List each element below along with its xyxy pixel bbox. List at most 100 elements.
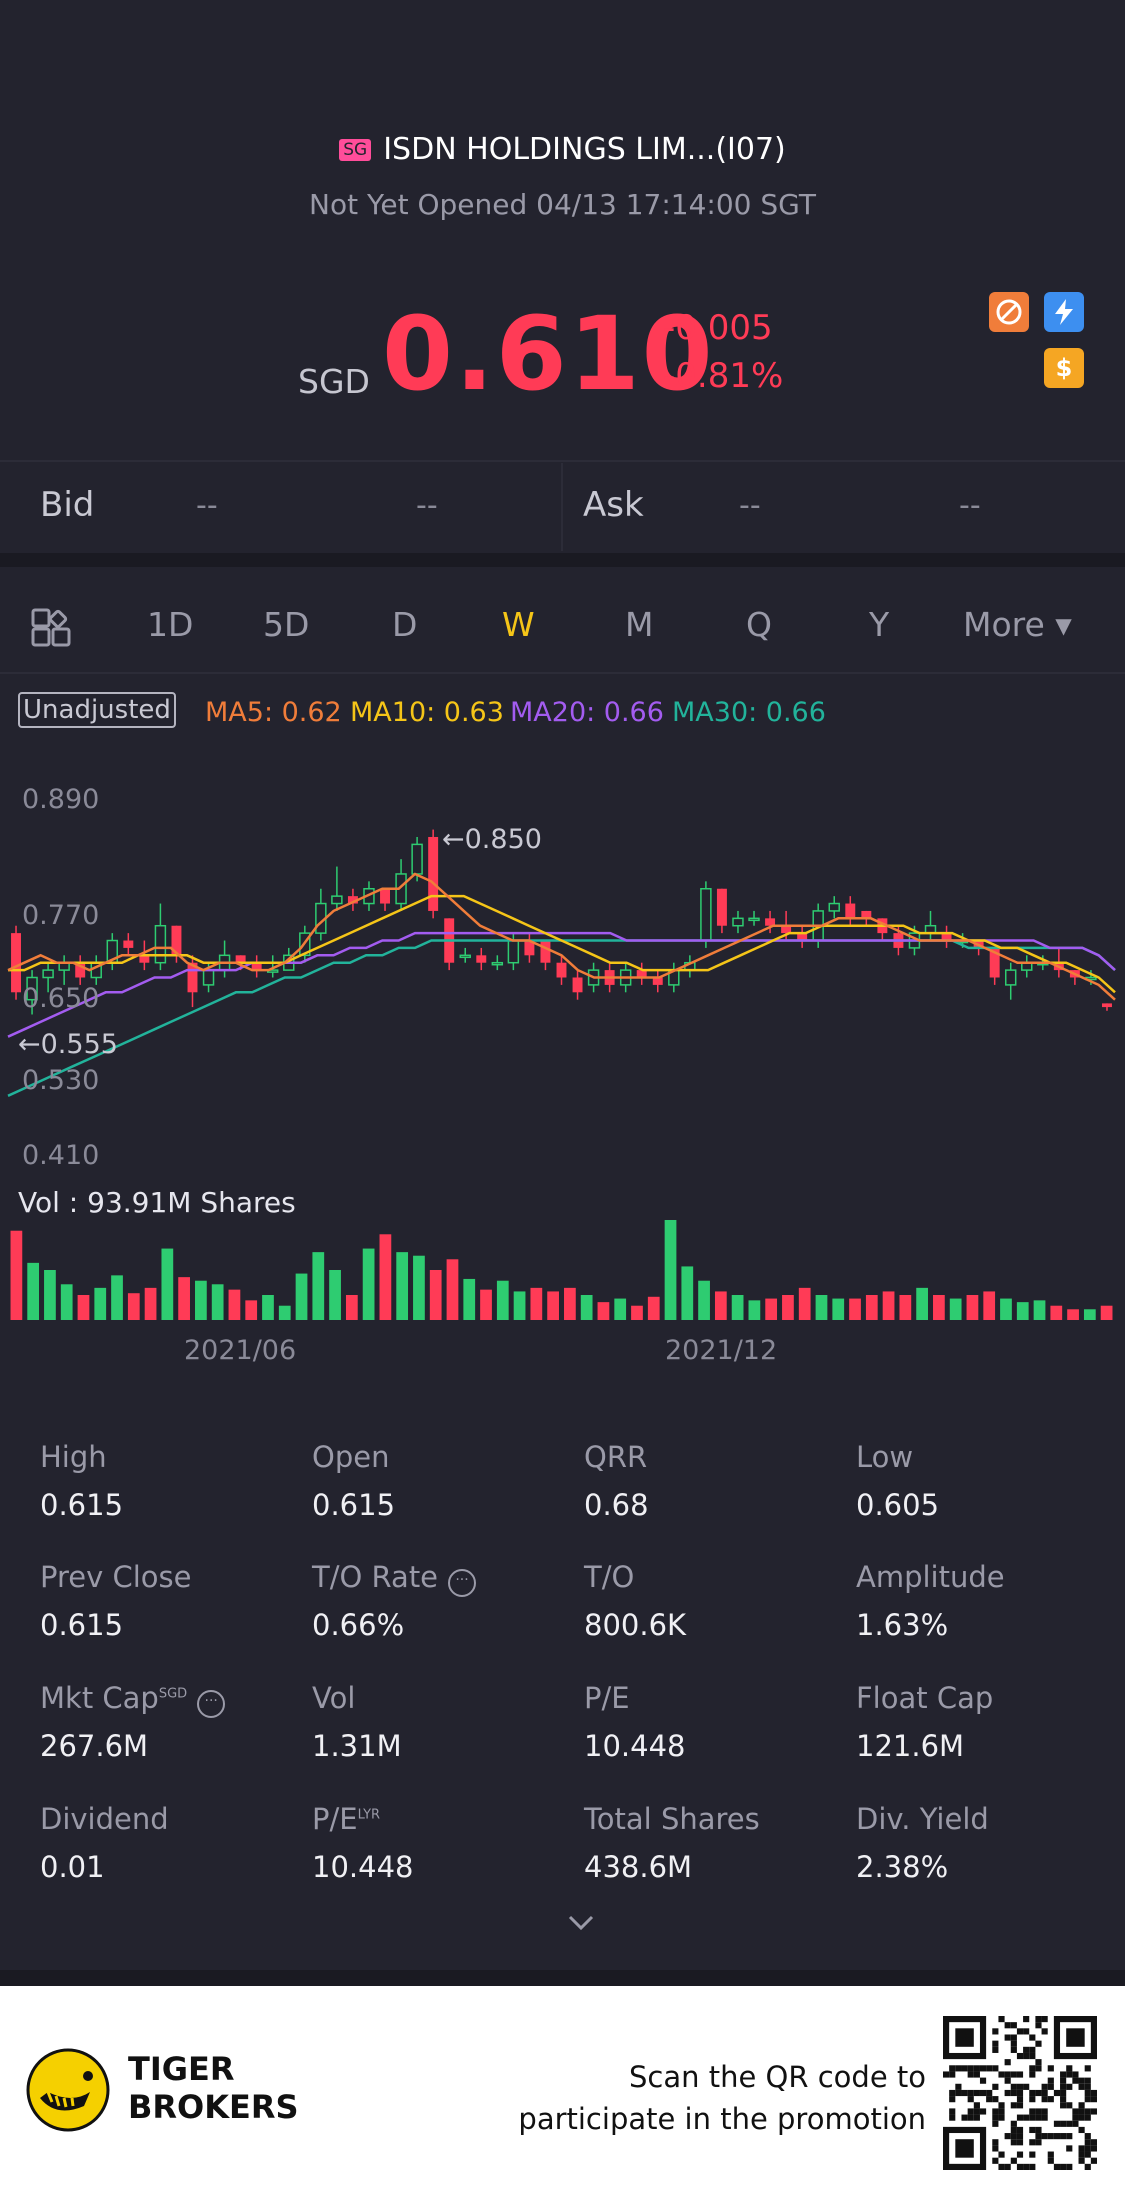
candle xyxy=(828,902,840,912)
chevron-down-icon[interactable] xyxy=(566,1913,596,1937)
tab-more[interactable]: More ▾ xyxy=(963,605,1072,644)
volume-chart[interactable] xyxy=(0,1215,1125,1320)
volume-label: Vol : 93.91M Shares xyxy=(18,1186,296,1219)
stat-value: 1.63% xyxy=(856,1608,949,1642)
candle xyxy=(1004,969,1017,986)
volume-bar xyxy=(413,1255,425,1320)
bid-price: -- xyxy=(196,488,218,523)
ma20-label: MA20: 0.66 xyxy=(510,697,664,728)
low-annotation: ←0.555 xyxy=(18,1029,118,1060)
stat-value: 0.605 xyxy=(856,1488,940,1522)
info-icon[interactable]: ··· xyxy=(448,1569,477,1597)
volume-bar xyxy=(396,1252,409,1320)
y-tick-label: 0.530 xyxy=(22,1065,100,1096)
stat-value: 0.01 xyxy=(40,1850,105,1884)
bid-ask-divider xyxy=(561,463,563,551)
tab-q[interactable]: Q xyxy=(746,605,772,644)
stat-value: 267.6M xyxy=(40,1729,149,1763)
price-change-pct: -0.81% xyxy=(663,356,784,396)
volume-bar xyxy=(446,1259,459,1320)
stat-unit: SGD xyxy=(158,1686,188,1702)
volume-bar xyxy=(161,1248,174,1320)
y-tick-label: 0.890 xyxy=(22,784,100,815)
candle xyxy=(572,977,583,993)
candle xyxy=(331,895,343,905)
volume-bar xyxy=(731,1295,744,1320)
candle xyxy=(861,910,872,919)
stat-value: 0.68 xyxy=(584,1488,649,1522)
volume-bar xyxy=(60,1284,73,1320)
divider xyxy=(0,672,1125,674)
tab-d[interactable]: D xyxy=(392,605,418,644)
tab-y[interactable]: Y xyxy=(869,605,890,644)
volume-bar xyxy=(1033,1300,1046,1320)
stat-value: 0.66% xyxy=(312,1608,405,1642)
candle xyxy=(652,977,663,985)
adjust-toggle[interactable]: Unadjusted xyxy=(18,692,176,728)
volume-bar xyxy=(597,1302,610,1320)
y-tick-label: 0.650 xyxy=(22,983,100,1014)
price-chart[interactable] xyxy=(0,770,1125,1190)
candle xyxy=(716,888,727,926)
chart-layout-icon[interactable] xyxy=(30,607,72,653)
qr-code xyxy=(943,2016,1097,2170)
stat-label: Open xyxy=(312,1440,390,1474)
volume-bar xyxy=(765,1298,778,1320)
volume-bar xyxy=(10,1230,23,1320)
candle xyxy=(11,933,21,993)
ask-label: Ask xyxy=(583,485,644,525)
volume-bar xyxy=(345,1295,358,1320)
tab-w[interactable]: W xyxy=(502,605,535,644)
volume-bar xyxy=(564,1287,576,1320)
section-gap xyxy=(0,1970,1125,1986)
stat-label: P/ELYR xyxy=(312,1802,381,1836)
volume-bar xyxy=(1016,1302,1029,1320)
volume-bar xyxy=(228,1289,241,1320)
candle xyxy=(476,955,487,963)
tab-5d[interactable]: 5D xyxy=(263,605,310,644)
volume-bar xyxy=(681,1266,694,1320)
volume-bar xyxy=(580,1295,593,1320)
volume-bar xyxy=(714,1291,727,1320)
dollar-icon[interactable]: $ xyxy=(1044,348,1084,388)
info-icon[interactable]: ··· xyxy=(197,1690,226,1718)
candle xyxy=(251,962,262,971)
volume-bar xyxy=(463,1278,476,1320)
candle xyxy=(380,888,390,904)
volume-bar xyxy=(530,1287,543,1320)
volume-bar xyxy=(262,1295,274,1320)
stat-label: Mkt CapSGD ··· xyxy=(40,1681,226,1718)
stat-value: 121.6M xyxy=(856,1729,965,1763)
volume-bar xyxy=(647,1296,660,1320)
y-tick-label: 0.770 xyxy=(22,900,100,931)
stat-value: 800.6K xyxy=(584,1608,687,1642)
stock-title-row: SG ISDN HOLDINGS LIM...(I07) xyxy=(0,132,1125,167)
volume-bar xyxy=(664,1220,677,1320)
high-annotation: ←0.850 xyxy=(442,824,542,855)
volume-bar xyxy=(178,1277,190,1320)
no-short-icon[interactable] xyxy=(989,292,1029,332)
stat-label: High xyxy=(40,1440,107,1474)
tab-m[interactable]: M xyxy=(625,605,654,644)
section-gap xyxy=(0,553,1125,567)
candle xyxy=(154,924,167,964)
stat-label: T/O xyxy=(584,1560,635,1594)
volume-bar xyxy=(245,1300,258,1320)
stat-label: Vol xyxy=(312,1681,356,1715)
volume-bar xyxy=(815,1295,828,1320)
candle xyxy=(139,955,150,963)
lightning-icon[interactable] xyxy=(1044,292,1084,332)
ask-size: -- xyxy=(959,488,981,523)
candle xyxy=(781,925,792,934)
stock-title: ISDN HOLDINGS LIM...(I07) xyxy=(383,132,786,167)
ma10-label: MA10: 0.63 xyxy=(350,697,504,728)
y-tick-label: 0.410 xyxy=(22,1140,100,1171)
stat-value: 438.6M xyxy=(584,1850,693,1884)
stat-value: 0.615 xyxy=(40,1488,124,1522)
volume-bar xyxy=(949,1298,962,1320)
ma5-label: MA5: 0.62 xyxy=(205,697,342,728)
tab-1d[interactable]: 1D xyxy=(147,605,194,644)
candle xyxy=(235,955,246,963)
volume-bar xyxy=(865,1295,878,1320)
volume-bar xyxy=(44,1270,56,1320)
